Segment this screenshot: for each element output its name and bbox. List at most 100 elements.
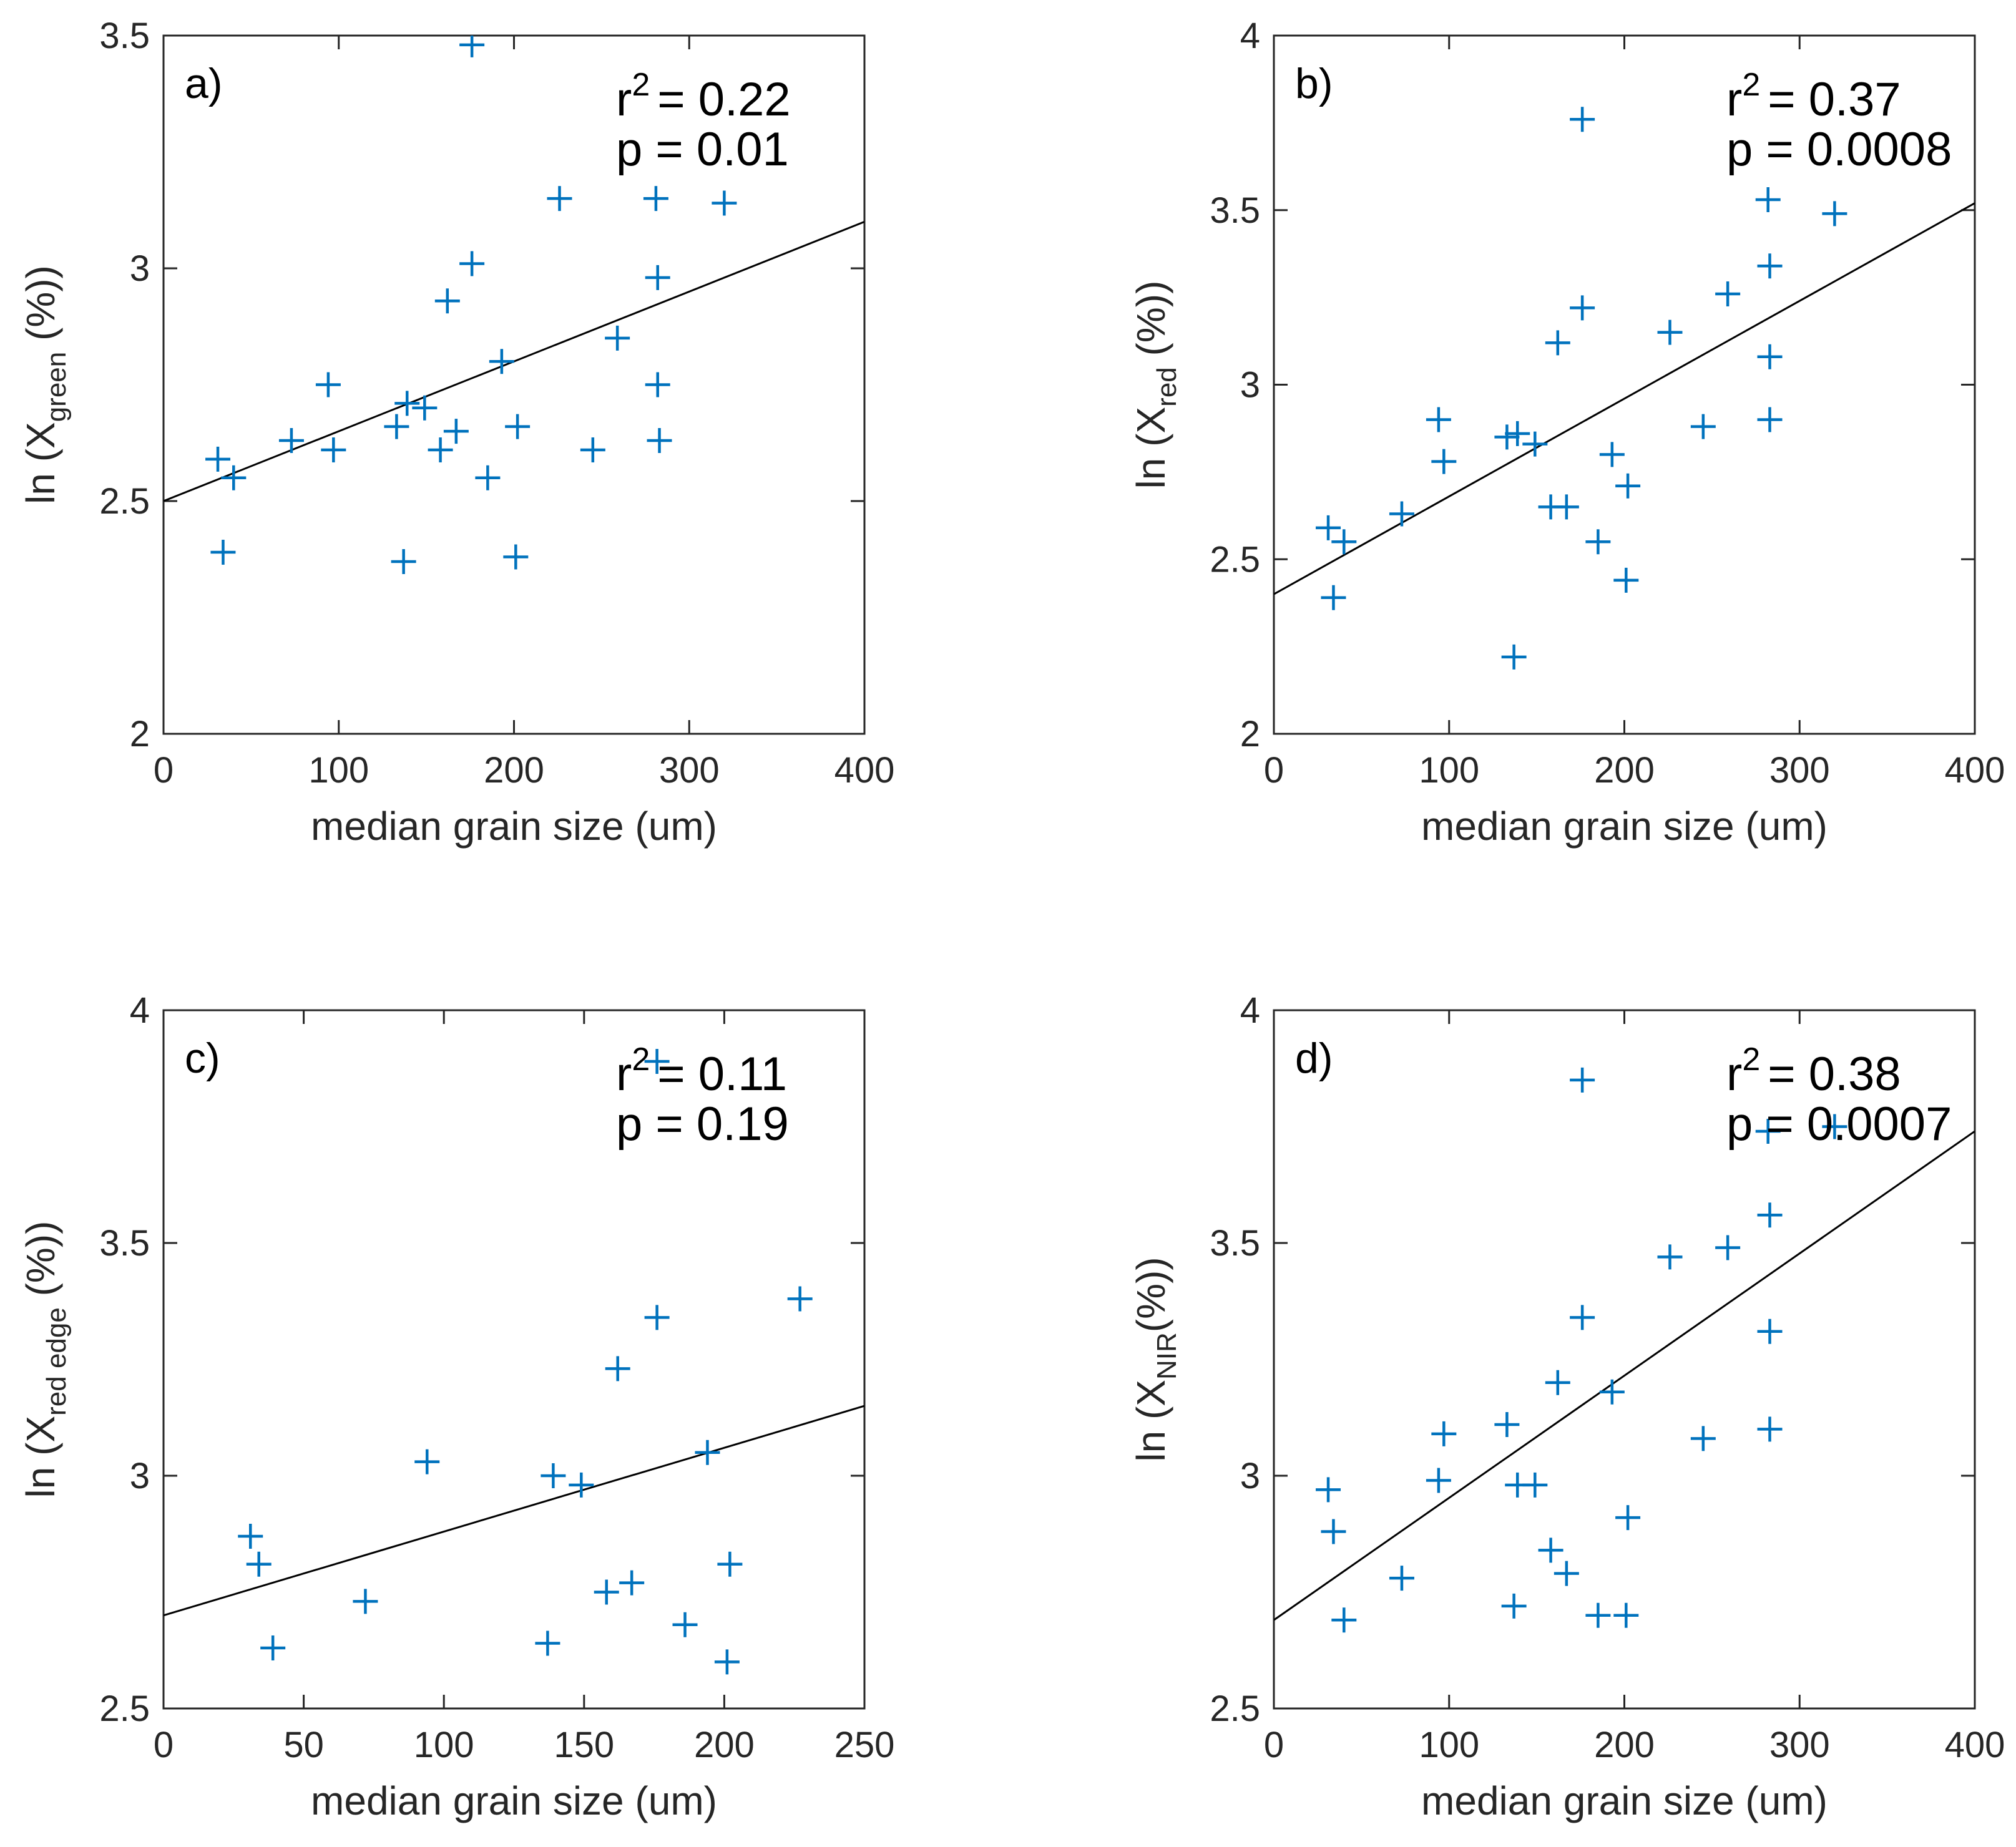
data-point: [205, 446, 231, 472]
r-squared-exponent: 2: [1742, 1041, 1760, 1078]
data-point: [412, 395, 438, 421]
r-squared-label: r2 = 0.22: [616, 67, 791, 126]
data-layer: [164, 1049, 864, 1675]
data-point: [1690, 1426, 1716, 1451]
x-tick-label: 100: [1419, 1725, 1479, 1765]
x-axis-title: median grain size (um): [311, 804, 717, 849]
y-axis-title-unit: (%)): [18, 265, 63, 352]
data-point: [428, 437, 453, 462]
data-point: [1426, 1468, 1451, 1493]
data-layer: [1274, 1067, 1975, 1633]
x-tick-label: 0: [1264, 750, 1284, 791]
panel-label: c): [185, 1035, 220, 1082]
y-tick-label: 3: [130, 1456, 150, 1496]
x-tick-label: 100: [1419, 750, 1479, 791]
y-axis-title: ln (XNIR(%)): [1128, 1257, 1182, 1461]
y-axis-title-unit: (%)): [1128, 1257, 1173, 1332]
y-axis-title-subscript: green: [41, 352, 72, 422]
data-point: [459, 36, 485, 57]
data-point: [1657, 319, 1683, 345]
p-value-label: p = 0.19: [616, 1098, 789, 1151]
data-point: [712, 190, 737, 216]
data-point: [1321, 585, 1346, 610]
data-point: [260, 1635, 286, 1661]
x-axis-title: median grain size (um): [311, 1778, 717, 1823]
data-point: [353, 1589, 378, 1614]
r-squared-exponent: 2: [1742, 67, 1760, 103]
panel-label: a): [185, 60, 222, 107]
data-point: [1755, 187, 1781, 212]
data-point: [643, 186, 668, 212]
data-point: [414, 1449, 440, 1474]
data-point: [1331, 1607, 1357, 1633]
data-point: [459, 251, 485, 276]
data-point: [443, 419, 469, 444]
data-point: [644, 1305, 670, 1330]
data-point: [717, 1551, 743, 1577]
data-point: [569, 1472, 594, 1498]
data-point: [1570, 107, 1595, 132]
data-point: [1494, 1411, 1520, 1437]
data-point: [787, 1286, 813, 1312]
x-tick-label: 200: [1594, 750, 1655, 791]
x-tick-label: 200: [1594, 1725, 1655, 1765]
r-squared-label: r2 = 0.38: [1726, 1041, 1901, 1101]
y-tick-label: 3.5: [1210, 1223, 1260, 1264]
data-point: [1389, 1566, 1414, 1591]
data-layer: [164, 36, 864, 574]
r-squared-symbol: r: [616, 73, 632, 126]
y-axis-title: ln (Xred edge (%)): [18, 1221, 72, 1498]
data-point: [580, 437, 605, 462]
data-point: [1757, 1202, 1783, 1228]
data-point: [1331, 529, 1357, 555]
y-axis-title-main: ln (X: [1128, 1380, 1173, 1462]
data-point: [594, 1579, 619, 1605]
data-point: [475, 465, 501, 490]
y-tick-label: 2: [130, 714, 150, 754]
data-point: [384, 414, 409, 439]
x-tick-label: 300: [1769, 750, 1830, 791]
data-point: [394, 391, 420, 416]
y-tick-label: 3: [130, 248, 150, 289]
y-tick-label: 4: [130, 990, 150, 1031]
y-axis-title-subscript: NIR: [1152, 1332, 1182, 1380]
y-tick-label: 2.5: [1210, 1689, 1260, 1729]
data-point: [1757, 253, 1783, 279]
data-point: [605, 1356, 630, 1382]
data-layer: [1274, 107, 1975, 670]
data-point: [503, 544, 529, 570]
y-tick-label: 2.5: [99, 481, 150, 522]
data-point: [278, 428, 304, 454]
x-tick-label: 200: [484, 750, 544, 791]
data-point: [1585, 1602, 1611, 1628]
data-point: [1715, 1235, 1741, 1260]
data-point: [238, 1523, 263, 1549]
x-tick-label: 0: [154, 1725, 174, 1765]
data-point: [1554, 494, 1579, 520]
y-axis-title-main: ln (X: [1128, 407, 1173, 489]
data-point: [535, 1630, 560, 1656]
data-point: [1599, 1379, 1625, 1405]
data-point: [221, 465, 247, 490]
x-tick-label: 150: [554, 1725, 614, 1765]
y-axis-title-subscript: red edge: [41, 1307, 72, 1416]
data-point: [1316, 515, 1341, 540]
p-value-label: p = 0.0008: [1726, 123, 1952, 176]
data-point: [1389, 501, 1414, 527]
y-tick-label: 3.5: [99, 16, 150, 56]
x-axis-title: median grain size (um): [1421, 804, 1828, 849]
data-point: [321, 437, 346, 462]
r-squared-symbol: r: [1726, 73, 1742, 126]
data-point: [1538, 1538, 1563, 1563]
data-point: [645, 372, 670, 397]
data-point: [1522, 1472, 1548, 1498]
y-tick-label: 4: [1240, 990, 1260, 1031]
p-value-label: p = 0.0007: [1726, 1098, 1952, 1151]
data-point: [1545, 330, 1570, 356]
x-tick-label: 200: [694, 1725, 755, 1765]
r-squared-exponent: 2: [632, 1041, 650, 1078]
plot-frame: [162, 1009, 866, 1710]
data-point: [1613, 1602, 1639, 1628]
y-tick-label: 2.5: [99, 1689, 150, 1729]
data-point: [619, 1570, 645, 1596]
